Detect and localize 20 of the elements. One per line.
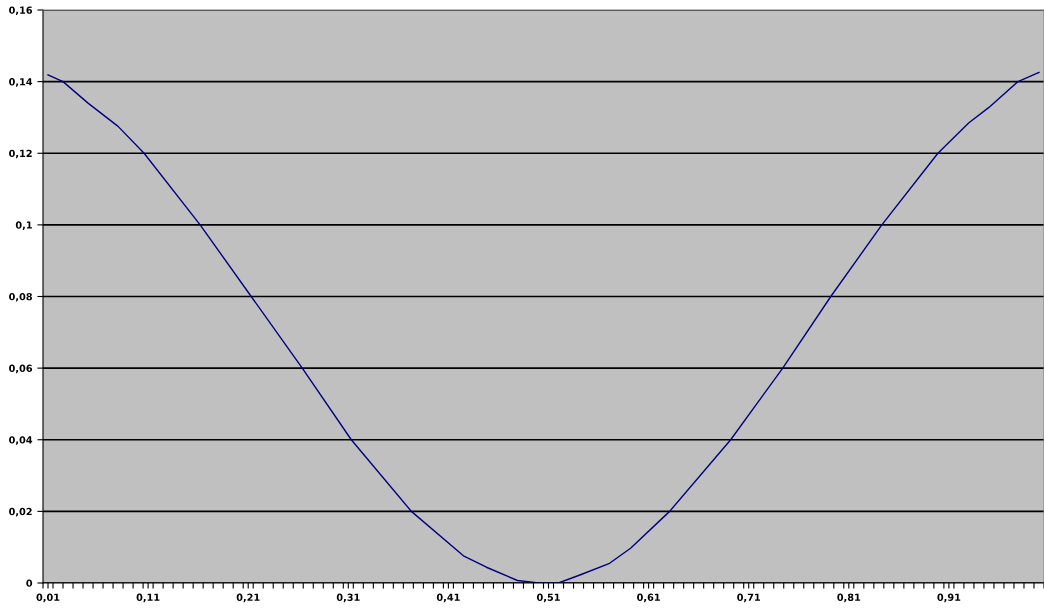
y-tick-label: 0,12 bbox=[9, 149, 32, 159]
y-tick-label: 0,06 bbox=[9, 364, 33, 374]
y-tick-label: 0,1 bbox=[15, 221, 32, 230]
x-tick-label: 0,71 bbox=[737, 593, 761, 603]
x-tick-label: 0,41 bbox=[436, 593, 460, 603]
y-tick-label: 0,04 bbox=[9, 436, 33, 445]
line-series bbox=[47, 71, 1040, 583]
y-tick-label: 0,16 bbox=[9, 6, 33, 16]
x-tick-label: 0,21 bbox=[236, 593, 260, 603]
x-tick-label: 0,11 bbox=[136, 593, 160, 603]
y-tick-label: 0,02 bbox=[9, 507, 32, 517]
y-tick-label: 0,08 bbox=[9, 292, 32, 302]
x-tick-label: 0,91 bbox=[937, 593, 961, 603]
y-tick-label: 0,14 bbox=[9, 78, 33, 87]
y-tick-label: 0 bbox=[26, 579, 33, 587]
x-tick-label: 0,31 bbox=[336, 593, 360, 603]
x-tick-label: 0,81 bbox=[837, 593, 861, 603]
x-tick-label: 0,61 bbox=[637, 593, 660, 603]
x-tick-label: 0,51 bbox=[536, 593, 560, 603]
x-tick-label: 0,01 bbox=[36, 593, 60, 603]
